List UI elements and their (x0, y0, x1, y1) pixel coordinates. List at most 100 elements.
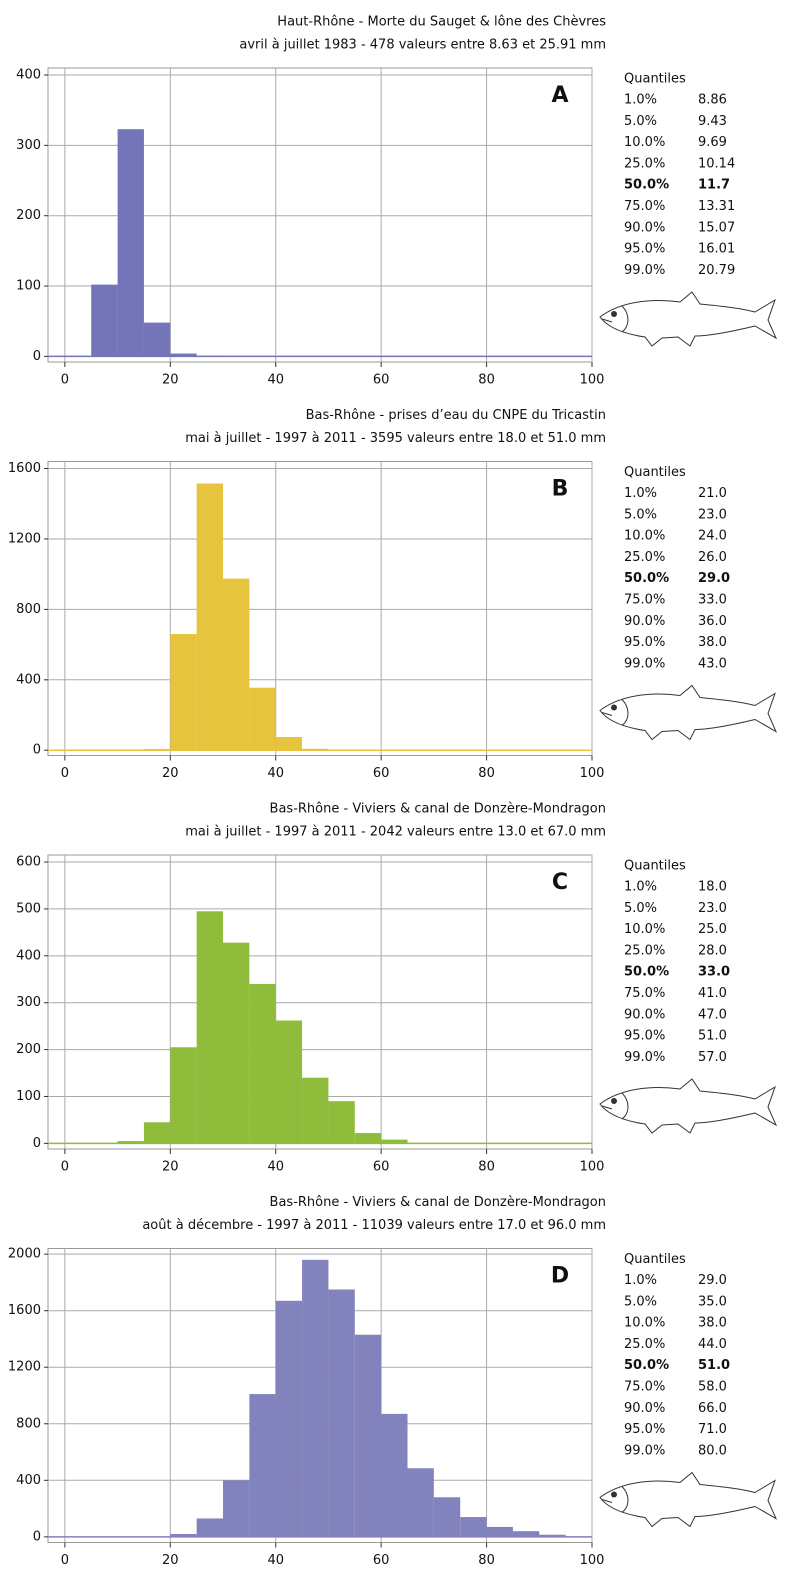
x-tick-label: 60 (373, 1553, 390, 1568)
x-tick-label: 0 (61, 766, 69, 781)
histogram-bar (302, 748, 329, 751)
quantile-value: 13.31 (698, 199, 735, 214)
quantile-value: 80.0 (698, 1443, 727, 1458)
x-tick-label: 20 (162, 373, 179, 388)
y-tick-label: 400 (16, 68, 41, 83)
y-tick-label: 100 (16, 279, 41, 294)
quantile-value: 24.0 (698, 529, 727, 544)
y-tick-label: 400 (16, 948, 41, 963)
quantile-value: 57.0 (698, 1050, 727, 1065)
quantile-label: 90.0% (624, 1007, 665, 1022)
x-tick-label: 80 (478, 373, 495, 388)
chart-title: Bas-Rhône - Viviers & canal de Donzère-M… (270, 802, 606, 817)
quantile-label: 50.0% (624, 571, 669, 586)
histogram-bar (275, 1300, 303, 1537)
histogram-bar (196, 911, 224, 1144)
quantile-label: 5.0% (624, 901, 657, 916)
histogram-bar (249, 983, 276, 1144)
chart-title: Bas-Rhône - Viviers & canal de Donzère-M… (270, 1195, 606, 1210)
panel-label: C (552, 870, 568, 895)
quantile-value: 11.7 (698, 178, 730, 193)
y-tick-label: 600 (16, 855, 41, 870)
x-tick-label: 40 (267, 373, 284, 388)
quantile-label: 1.0% (624, 486, 657, 501)
histogram-bar (381, 1139, 408, 1144)
quantile-value: 58.0 (698, 1380, 727, 1395)
quantile-value: 20.79 (698, 263, 735, 278)
fish-illustration (599, 1078, 777, 1134)
y-tick-label: 0 (33, 1529, 41, 1544)
quantile-label: 95.0% (624, 635, 665, 650)
histogram-bar (381, 1413, 408, 1537)
panel-label: D (551, 1264, 569, 1289)
x-tick-label: 60 (373, 766, 390, 781)
x-tick-label: 40 (267, 1160, 284, 1175)
quantile-label: 25.0% (624, 156, 665, 171)
quantile-value: 8.86 (698, 93, 727, 108)
chart-subtitle: mai à juillet - 1997 à 2011 - 2042 valeu… (185, 825, 606, 840)
quantile-label: 75.0% (624, 593, 665, 608)
histogram-bar (223, 578, 250, 751)
histogram-bar (302, 1077, 329, 1144)
x-tick-label: 0 (61, 373, 69, 388)
quantile-label: 75.0% (624, 986, 665, 1001)
quantile-value: 21.0 (698, 486, 727, 501)
quantile-label: 99.0% (624, 1443, 665, 1458)
histogram-bar (460, 1517, 487, 1537)
x-tick-label: 0 (61, 1553, 69, 1568)
y-tick-label: 2000 (8, 1247, 41, 1262)
y-tick-label: 1200 (8, 531, 41, 546)
quantile-label: 90.0% (624, 614, 665, 629)
y-tick-label: 300 (16, 995, 41, 1010)
histogram-bar (512, 1531, 540, 1537)
histogram-bar (170, 1534, 197, 1537)
chart-subtitle: août à décembre - 1997 à 2011 - 11039 va… (142, 1218, 606, 1233)
histogram-bar (275, 737, 303, 751)
y-tick-label: 400 (16, 672, 41, 687)
quantile-value: 44.0 (698, 1337, 727, 1352)
histogram-bar (354, 1133, 382, 1144)
histogram-bar (196, 355, 224, 357)
x-tick-label: 60 (373, 1160, 390, 1175)
quantile-label: 99.0% (624, 656, 665, 671)
x-tick-label: 100 (580, 1553, 605, 1568)
quantile-label: 25.0% (624, 550, 665, 565)
x-tick-label: 80 (478, 1160, 495, 1175)
histogram-bar (354, 1334, 382, 1537)
fish-illustration (599, 685, 777, 740)
fish-illustration (599, 291, 777, 347)
quantile-value: 26.0 (698, 550, 727, 565)
quantiles-title: Quantiles (624, 465, 686, 480)
x-tick-label: 0 (61, 1160, 69, 1175)
quantile-label: 10.0% (624, 1316, 665, 1331)
chart-title: Haut-Rhône - Morte du Sauget & lône des … (277, 15, 606, 30)
panel-label: B (552, 477, 569, 502)
x-tick-label: 100 (580, 766, 605, 781)
quantile-label: 25.0% (624, 1337, 665, 1352)
histogram-bar (223, 1480, 250, 1537)
histogram-bar (117, 1141, 144, 1144)
quantile-label: 95.0% (624, 1029, 665, 1044)
y-tick-label: 0 (33, 1136, 41, 1151)
x-tick-label: 20 (162, 1160, 179, 1175)
quantile-label: 99.0% (624, 263, 665, 278)
y-tick-label: 800 (16, 602, 41, 617)
quantile-value: 18.0 (698, 880, 727, 895)
quantile-value: 33.0 (698, 965, 730, 980)
histogram-bar (407, 1468, 434, 1537)
quantile-value: 66.0 (698, 1401, 727, 1416)
quantile-value: 51.0 (698, 1358, 730, 1373)
plot-frame (47, 461, 593, 756)
x-tick-label: 20 (162, 766, 179, 781)
quantile-label: 1.0% (624, 880, 657, 895)
quantile-value: 10.14 (698, 156, 735, 171)
panel-label: A (551, 83, 568, 108)
histogram-bar (143, 748, 171, 751)
histogram-bar (433, 1497, 461, 1537)
quantile-value: 29.0 (698, 1273, 727, 1288)
quantile-label: 10.0% (624, 922, 665, 937)
histogram-bar (117, 129, 144, 357)
fish-illustration (599, 1472, 777, 1527)
